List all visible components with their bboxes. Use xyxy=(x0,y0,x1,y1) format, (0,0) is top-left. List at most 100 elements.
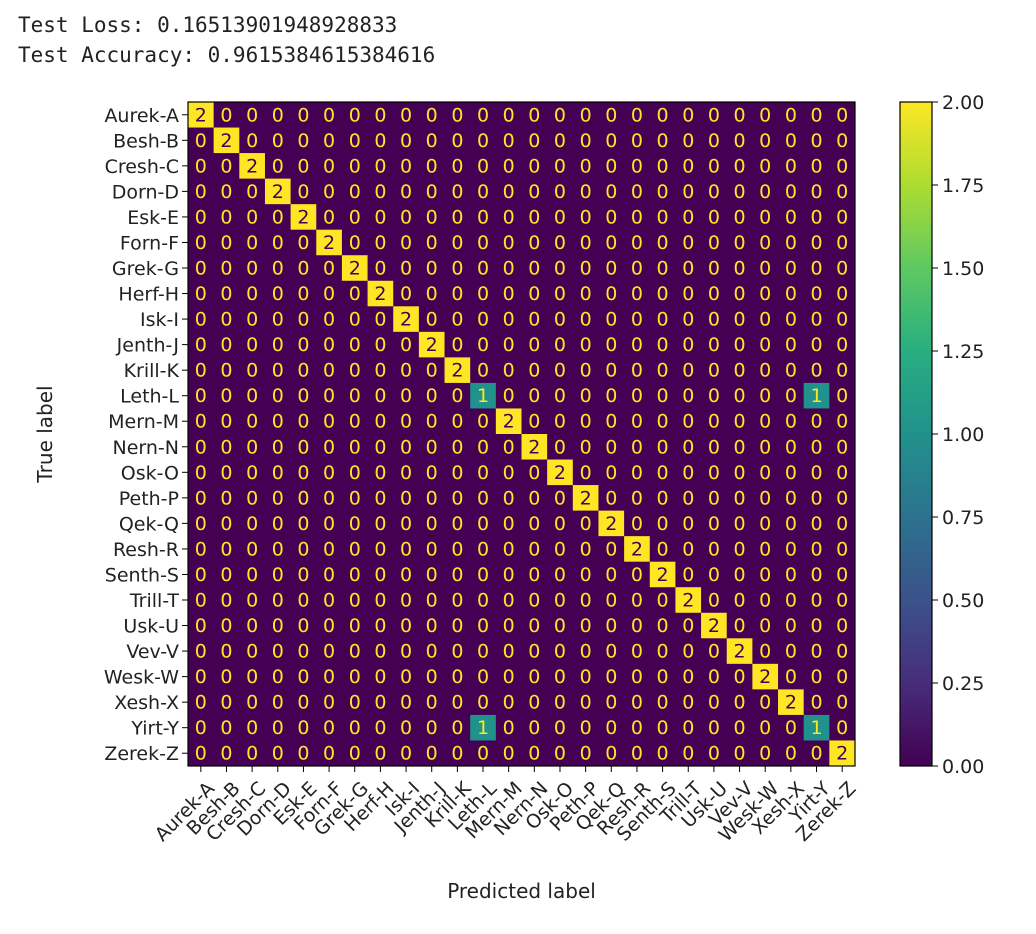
matrix-cell xyxy=(778,485,805,512)
matrix-cell-value: 0 xyxy=(374,411,386,433)
matrix-cell-value: 0 xyxy=(426,258,438,280)
matrix-cell xyxy=(316,306,343,333)
matrix-cell xyxy=(829,306,856,333)
matrix-cell-value: 0 xyxy=(426,538,438,560)
matrix-cell xyxy=(264,102,292,128)
matrix-cell xyxy=(367,714,394,741)
matrix-cell xyxy=(726,587,753,614)
matrix-cell xyxy=(444,485,471,512)
matrix-cell xyxy=(444,689,471,716)
matrix-cell xyxy=(290,587,317,614)
matrix-cell-value: 0 xyxy=(810,487,822,509)
matrix-cell xyxy=(598,408,625,435)
matrix-cell xyxy=(316,663,343,690)
matrix-cell xyxy=(444,306,471,333)
matrix-cell xyxy=(675,255,702,282)
matrix-cell xyxy=(316,740,343,767)
matrix-cell-value: 0 xyxy=(836,334,848,356)
matrix-cell xyxy=(752,204,779,231)
matrix-cell xyxy=(367,587,394,614)
matrix-cell xyxy=(264,561,292,588)
matrix-cell-value: 0 xyxy=(426,181,438,203)
matrix-cell xyxy=(624,689,651,716)
matrix-cell xyxy=(778,408,805,435)
colorbar-tick-label: 0.00 xyxy=(942,756,984,778)
matrix-cell xyxy=(495,689,522,716)
matrix-cell-value: 0 xyxy=(374,513,386,535)
matrix-cell-value: 0 xyxy=(554,666,566,688)
matrix-cell-value: 0 xyxy=(503,334,515,356)
matrix-cell xyxy=(418,357,445,384)
matrix-cell xyxy=(752,612,779,639)
matrix-cell xyxy=(188,536,215,563)
matrix-cell-value: 0 xyxy=(785,334,797,356)
matrix-cell-value: 0 xyxy=(297,692,309,714)
matrix-cell-value: 0 xyxy=(605,641,617,663)
matrix-cell-value: 0 xyxy=(657,462,669,484)
matrix-cell xyxy=(213,280,240,307)
matrix-cell-value: 0 xyxy=(297,181,309,203)
matrix-cell-value: 0 xyxy=(682,743,694,765)
matrix-cell-value: 0 xyxy=(400,104,412,126)
matrix-cell xyxy=(264,331,292,358)
matrix-cell-value: 0 xyxy=(682,462,694,484)
matrix-cell-value: 0 xyxy=(451,283,463,305)
matrix-cell-value: 0 xyxy=(810,360,822,382)
matrix-cell xyxy=(547,331,574,358)
matrix-cell xyxy=(752,331,779,358)
matrix-cell xyxy=(444,255,471,282)
y-tick-label: Usk-U xyxy=(123,616,179,638)
test-accuracy-line: Test Accuracy: 0.9615384615384616 xyxy=(18,43,436,67)
matrix-cell xyxy=(803,408,830,435)
matrix-cell-value: 0 xyxy=(503,130,515,152)
matrix-cell xyxy=(547,740,574,767)
matrix-cell xyxy=(418,561,445,588)
matrix-cell-value: 0 xyxy=(349,385,361,407)
matrix-cell xyxy=(213,587,240,614)
matrix-cell-value: 0 xyxy=(810,258,822,280)
matrix-cell xyxy=(598,740,625,767)
matrix-cell-value: 0 xyxy=(708,692,720,714)
matrix-cell xyxy=(188,714,215,741)
matrix-cell-value: 0 xyxy=(477,258,489,280)
matrix-cell xyxy=(752,280,779,307)
matrix-cell-value: 0 xyxy=(426,743,438,765)
matrix-cell-value: 0 xyxy=(605,411,617,433)
matrix-cell xyxy=(726,127,753,154)
matrix-cell-value: 0 xyxy=(734,692,746,714)
matrix-cell-value: 0 xyxy=(528,360,540,382)
matrix-cell-value: 0 xyxy=(272,666,284,688)
matrix-cell xyxy=(521,740,548,767)
matrix-cell xyxy=(675,382,702,409)
matrix-cell-value: 0 xyxy=(759,385,771,407)
matrix-cell-value: 0 xyxy=(246,436,258,458)
matrix-cell-value: 0 xyxy=(349,104,361,126)
matrix-cell-value: 0 xyxy=(605,666,617,688)
matrix-cell-value: 0 xyxy=(477,411,489,433)
matrix-cell-value: 0 xyxy=(195,334,207,356)
matrix-cell xyxy=(521,561,548,588)
matrix-cell-value: 0 xyxy=(759,360,771,382)
matrix-cell xyxy=(624,357,651,384)
y-tick-labels: Aurek-A Besh-B Cresh-C Dorn-D Esk-E Forn-F Gre… xyxy=(104,105,188,765)
matrix-cell xyxy=(778,127,805,154)
matrix-cell-value: 0 xyxy=(605,104,617,126)
matrix-cell-value: 0 xyxy=(580,436,592,458)
matrix-cell xyxy=(264,612,292,639)
matrix-cell-value: 0 xyxy=(810,743,822,765)
matrix-cell-value: 0 xyxy=(426,411,438,433)
matrix-cell-value: 0 xyxy=(374,360,386,382)
matrix-cell xyxy=(829,459,856,486)
matrix-cell-value: 0 xyxy=(477,641,489,663)
matrix-cell-value: 0 xyxy=(759,130,771,152)
matrix-cell-value: 0 xyxy=(246,462,258,484)
matrix-cell xyxy=(188,638,215,665)
matrix-cell-value: 0 xyxy=(554,334,566,356)
matrix-cell xyxy=(521,204,548,231)
matrix-cell xyxy=(418,434,445,460)
matrix-cell-value: 0 xyxy=(246,666,258,688)
matrix-cell-value: 0 xyxy=(554,513,566,535)
matrix-cell xyxy=(598,663,625,690)
matrix-cell xyxy=(188,740,215,767)
matrix-cell-value: 0 xyxy=(554,181,566,203)
